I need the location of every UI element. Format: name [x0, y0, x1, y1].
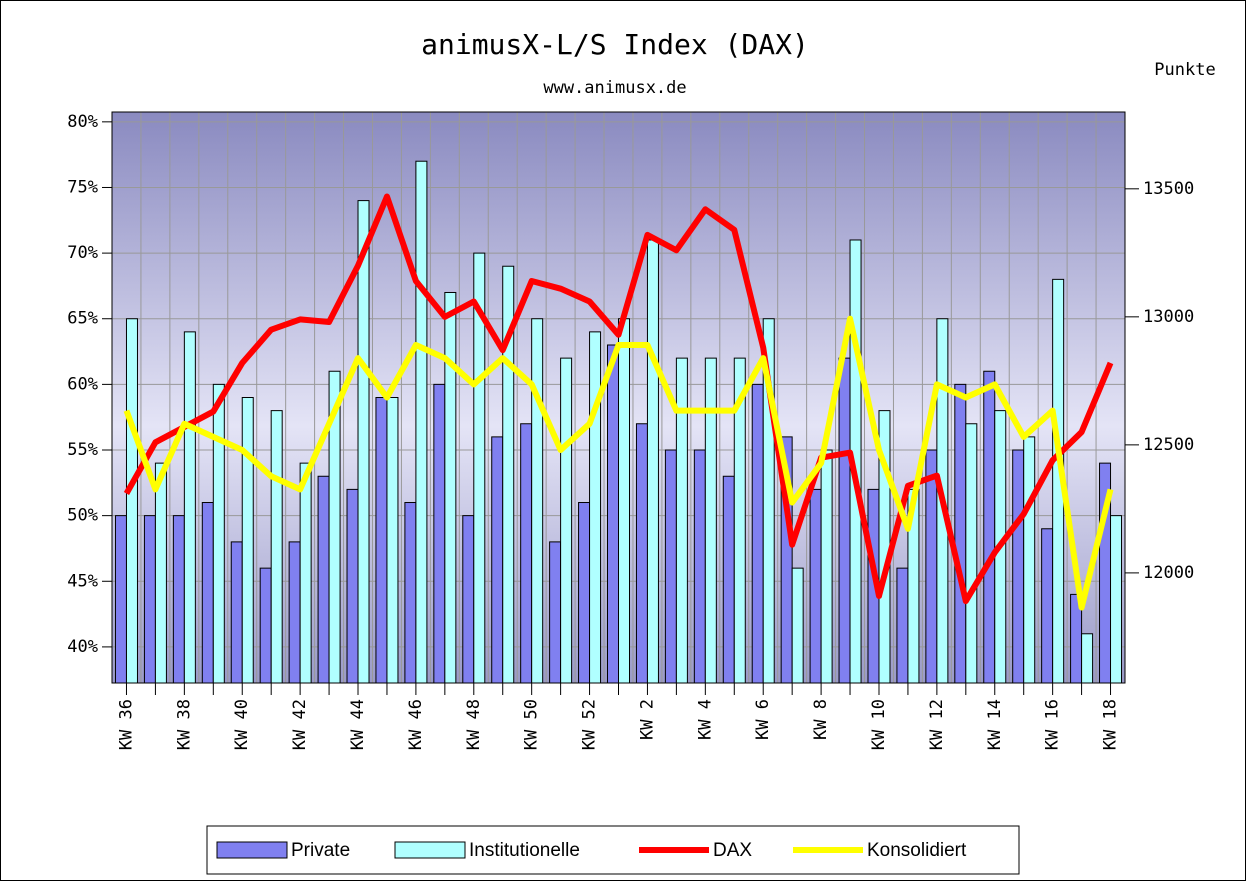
- y2-tick-label: 13000: [1143, 307, 1194, 327]
- bar: [1081, 633, 1094, 684]
- y-tick-label: 60%: [67, 374, 98, 394]
- x-tick-label: KW 48: [464, 699, 484, 750]
- bar: [965, 423, 978, 684]
- bar: [1012, 449, 1025, 684]
- y-tick-label: 45%: [67, 571, 98, 591]
- bar: [983, 370, 996, 684]
- bar: [375, 397, 388, 684]
- y2-axis-label: Punkte: [1154, 60, 1215, 80]
- x-tick-label: KW 38: [174, 699, 194, 750]
- bar: [212, 383, 225, 684]
- bar: [664, 449, 677, 684]
- bar: [578, 502, 591, 684]
- bar: [241, 397, 254, 684]
- bar: [491, 436, 504, 684]
- bar: [1023, 436, 1036, 684]
- x-tick-label: KW 10: [869, 699, 889, 750]
- bar: [838, 357, 851, 684]
- x-tick-label: KW 36: [116, 699, 136, 750]
- bar: [635, 423, 648, 684]
- x-tick-label: KW 18: [1101, 699, 1121, 750]
- bar: [1110, 515, 1123, 684]
- bar: [704, 357, 717, 684]
- bar: [404, 502, 417, 684]
- bar: [560, 357, 573, 684]
- bar: [288, 541, 301, 684]
- bar: [154, 462, 167, 684]
- legend-label: Institutionelle: [469, 840, 580, 861]
- bar: [230, 541, 243, 684]
- y-tick-label: 75%: [67, 177, 98, 197]
- y-tick-label: 40%: [67, 637, 98, 657]
- y-tick-label: 80%: [67, 112, 98, 132]
- bar: [270, 410, 283, 684]
- bar: [1041, 528, 1054, 684]
- bar: [896, 567, 909, 684]
- x-tick-label: KW 12: [927, 699, 947, 750]
- bar: [143, 515, 156, 684]
- bar: [589, 331, 602, 684]
- bar: [531, 318, 544, 684]
- bar: [259, 567, 272, 684]
- x-tick-label: KW 50: [522, 699, 542, 750]
- bar: [357, 200, 370, 684]
- line: [123, 193, 1114, 605]
- bar: [386, 397, 399, 684]
- bar: [346, 488, 359, 684]
- legend-box: [206, 825, 1020, 875]
- legend-label: Konsolidiert: [867, 840, 967, 861]
- bar: [415, 160, 428, 684]
- legend-label: Private: [291, 840, 350, 861]
- bar: [646, 239, 659, 684]
- bar: [618, 318, 630, 684]
- x-tick-label: KW 52: [580, 699, 600, 750]
- bar: [201, 502, 214, 684]
- x-tick-label: KW 40: [232, 699, 252, 750]
- bar: [172, 515, 185, 684]
- y-tick-label: 65%: [67, 309, 98, 329]
- line: [123, 315, 1114, 611]
- x-tick-label: KW 4: [695, 699, 715, 740]
- chart-title: animusX-L/S Index (DAX): [421, 28, 809, 61]
- y-tick-label: 55%: [67, 440, 98, 460]
- bar: [549, 541, 562, 684]
- x-tick-label: KW 8: [811, 699, 831, 740]
- bar: [809, 488, 822, 684]
- x-tick-label: KW 42: [290, 699, 310, 750]
- chart-subtitle: www.animusx.de: [543, 78, 686, 98]
- legend-swatch: [394, 841, 466, 859]
- x-tick-label: KW 46: [406, 699, 426, 750]
- y2-tick-label: 12000: [1143, 563, 1194, 583]
- bar: [751, 383, 764, 684]
- x-tick-label: KW 14: [985, 699, 1005, 750]
- x-tick-label: KW 6: [753, 699, 773, 740]
- legend-swatch: [216, 841, 288, 859]
- y-tick-label: 70%: [67, 243, 98, 263]
- y2-tick-label: 13500: [1143, 179, 1194, 199]
- x-tick-label: KW 16: [1043, 699, 1063, 750]
- bar: [791, 567, 804, 684]
- bar: [444, 291, 457, 684]
- legend-label: DAX: [713, 840, 752, 861]
- bar: [925, 449, 938, 684]
- bar: [607, 344, 619, 684]
- bar: [125, 318, 138, 684]
- bar: [462, 515, 475, 684]
- bar: [183, 331, 196, 684]
- x-tick-label: KW 44: [348, 699, 368, 750]
- bar: [433, 383, 446, 684]
- bar: [299, 462, 312, 684]
- bar: [722, 475, 735, 684]
- y-tick-label: 50%: [67, 506, 98, 526]
- bar: [675, 357, 688, 684]
- y2-tick-label: 12500: [1143, 435, 1194, 455]
- x-tick-label: KW 2: [637, 699, 657, 740]
- bar: [954, 383, 967, 684]
- bar: [520, 423, 533, 684]
- bar: [114, 515, 127, 684]
- bar: [820, 449, 833, 684]
- bar: [317, 475, 330, 684]
- bar: [693, 449, 706, 684]
